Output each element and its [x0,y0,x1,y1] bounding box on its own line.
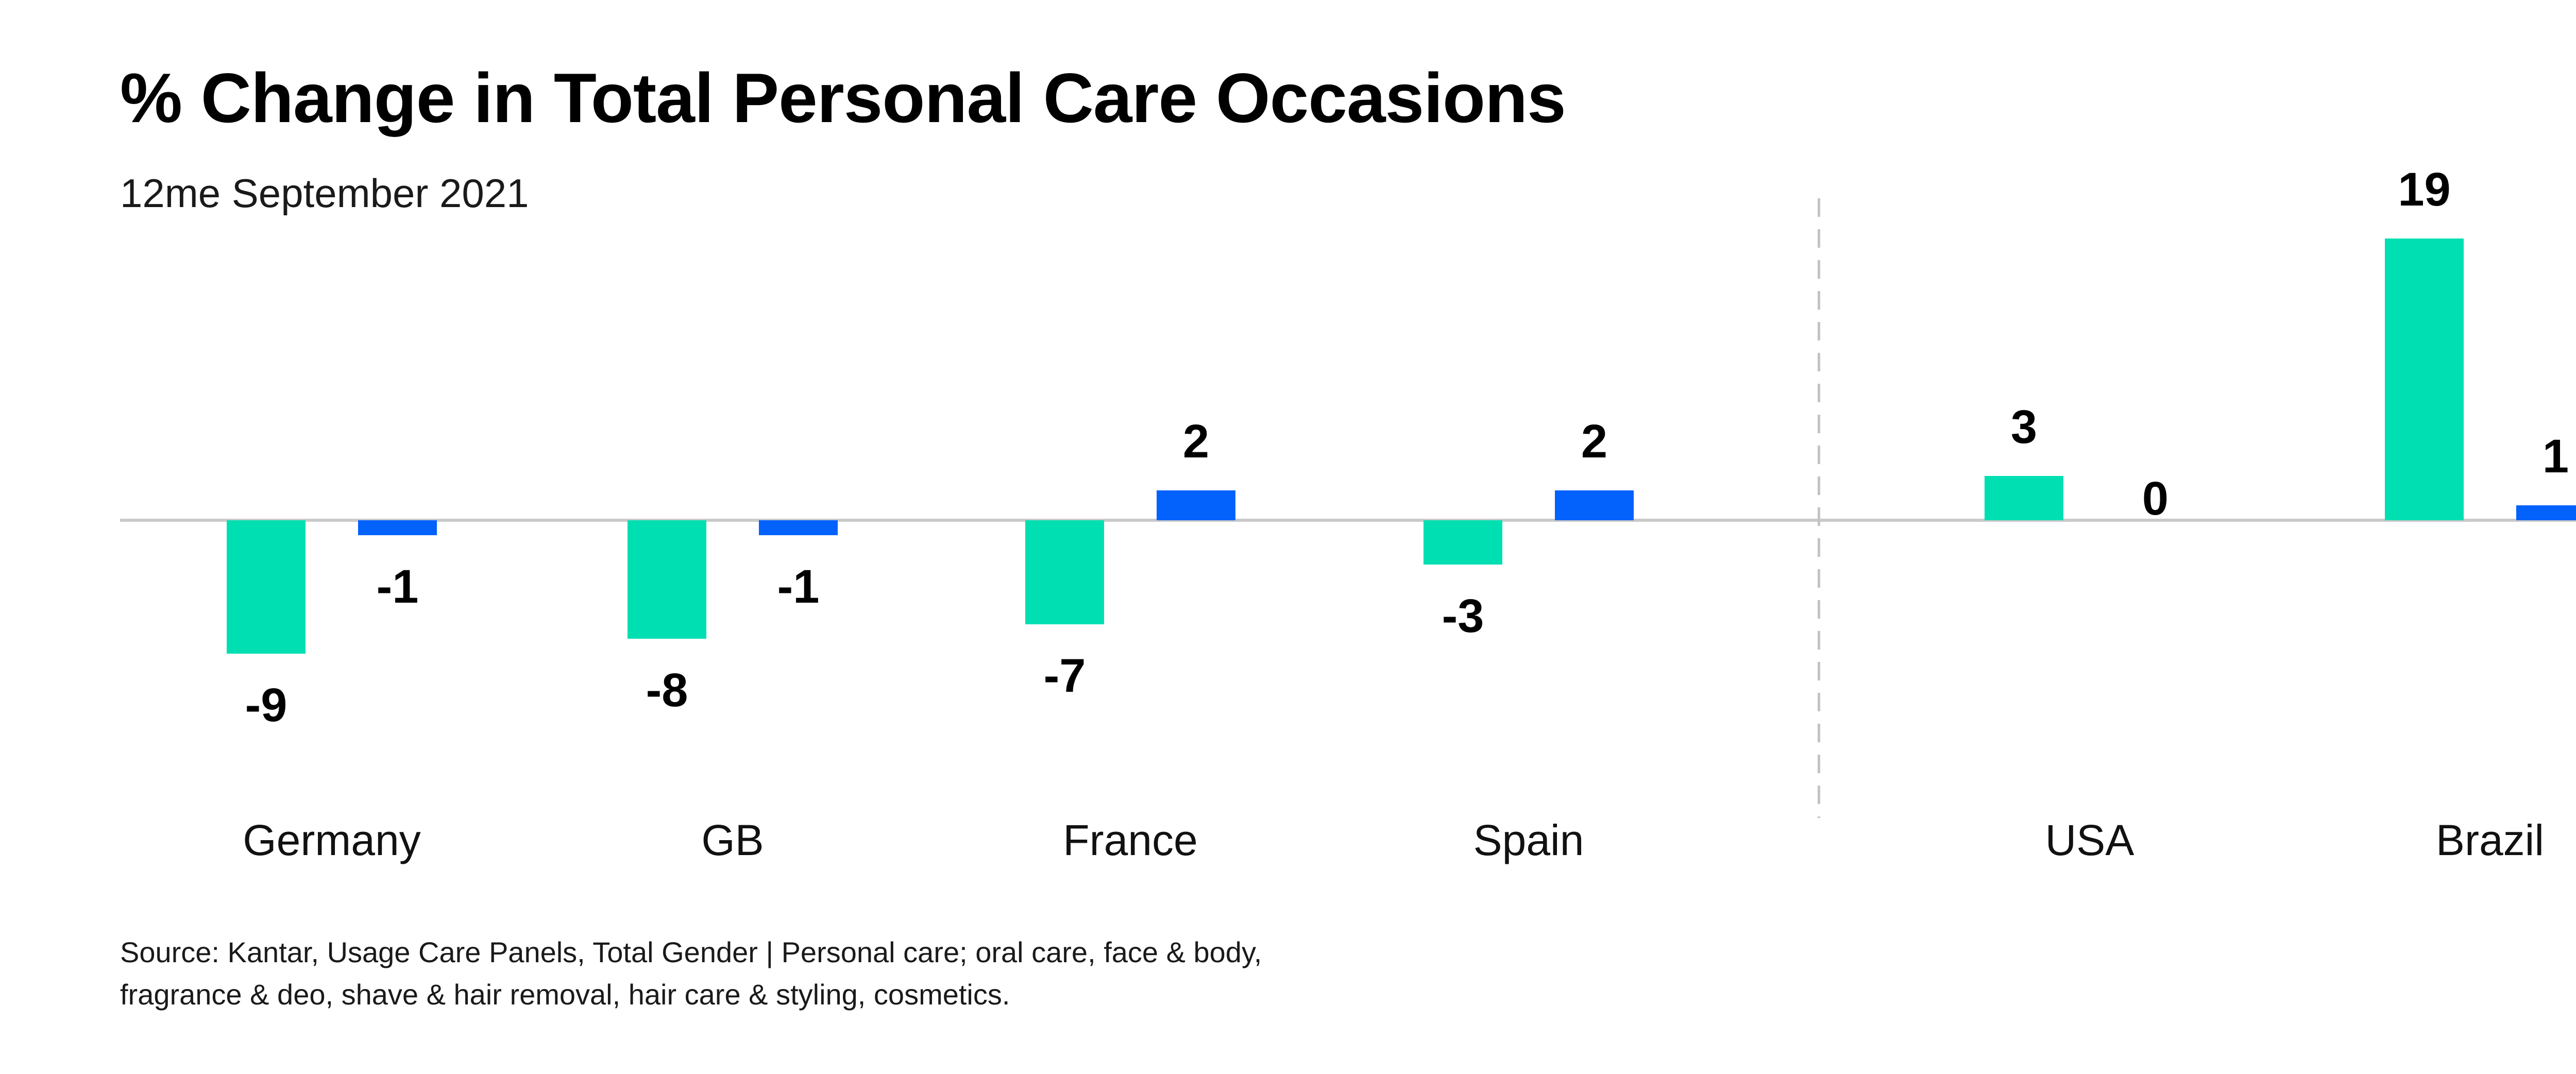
value-label-usa-v-2020: 0 [2142,472,2169,525]
chart-title: % Change in Total Personal Care Occasion… [120,59,1566,137]
value-label-gb-v-2017: -8 [646,664,688,717]
zero-baseline [120,519,2576,522]
category-label-france: France [1063,816,1198,864]
bar-germany-v-2017 [227,520,306,654]
value-label-brazil-v-2017: 19 [2398,163,2451,216]
bar-germany-v-2020 [358,520,437,535]
bar-usa-v-2017 [1985,475,2063,520]
value-label-brazil-v-2020: 1 [2542,430,2569,483]
value-label-usa-v-2017: 3 [2010,400,2038,453]
value-label-gb-v-2020: -1 [777,560,820,613]
category-label-brazil: Brazil [2435,816,2545,864]
value-label-spain-v-2020: 2 [1581,415,1608,468]
category-label-spain: Spain [1473,816,1584,864]
category-label-usa: USA [2045,816,2134,864]
bar-brazil-v-2020 [2516,505,2576,520]
bar-france-v-2020 [1157,490,1235,520]
category-label-gb: GB [701,816,764,864]
bar-spain-v-2020 [1555,490,1634,520]
value-label-germany-v-2017: -9 [245,679,287,732]
bar-spain-v-2017 [1423,520,1502,565]
bar-brazil-v-2017 [2385,238,2464,520]
value-label-germany-v-2020: -1 [376,560,419,613]
source-line-2: fragrance & deo, shave & hair removal, h… [120,978,1010,1011]
value-label-france-v-2020: 2 [1182,415,1210,468]
bar-gb-v-2017 [628,520,706,639]
category-label-germany: Germany [243,816,421,864]
value-label-spain-v-2017: -3 [1442,590,1484,643]
group-separator-europe-americas [1818,198,1820,818]
value-label-france-v-2017: -7 [1043,649,1086,702]
source-line-1: Source: Kantar, Usage Care Panels, Total… [120,936,1262,968]
chart-subtitle: 12me September 2021 [120,171,529,216]
bar-france-v-2017 [1025,520,1104,624]
source-note: Source: Kantar, Usage Care Panels, Total… [120,931,1262,1016]
bar-gb-v-2020 [759,520,838,535]
